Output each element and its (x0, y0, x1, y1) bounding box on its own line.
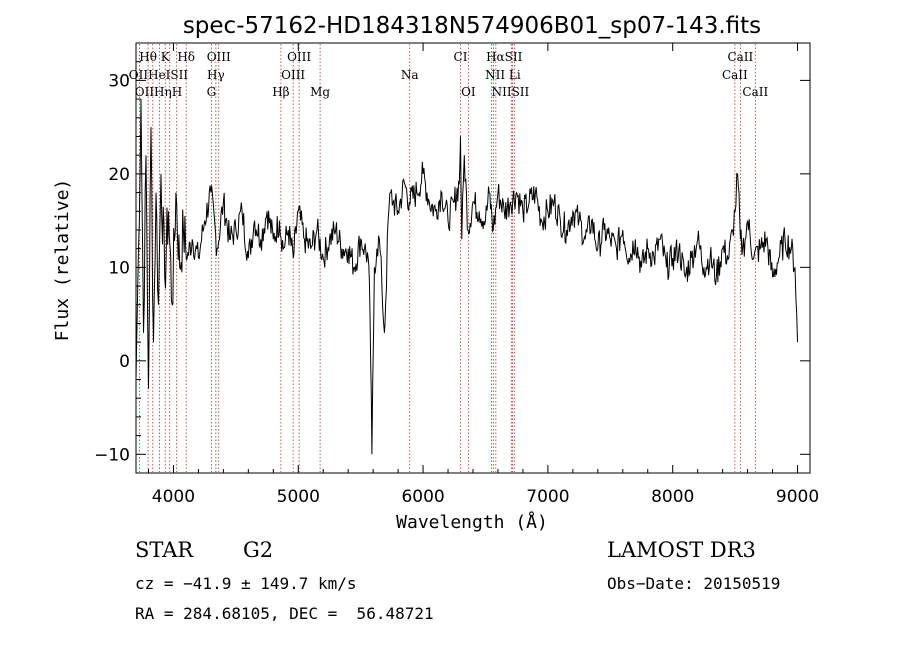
x-tick-label: 8000 (651, 487, 694, 507)
object-subclass: G2 (243, 538, 274, 562)
line-marker-label: OIII (207, 50, 231, 64)
line-marker-label: OIIHηH (135, 85, 182, 99)
spectrum-line (135, 99, 798, 455)
redshift-cz: cz = −41.9 ± 149.7 km/s (135, 574, 357, 593)
y-axis-label: Flux (relative) (52, 179, 73, 342)
line-marker-label: Hθ (139, 50, 157, 64)
chart-title: spec-57162-HD184318N574906B01_sp07-143.f… (183, 13, 761, 39)
object-class: STAR (135, 538, 194, 562)
line-marker-label: HαSII (486, 50, 523, 64)
x-axis-ticks: 4000 5000 6000 7000 8000 9000 (147, 43, 819, 507)
plot-frame (135, 42, 811, 474)
obs-date: Obs−Date: 20150519 (607, 574, 781, 593)
line-marker-label: G (207, 85, 217, 99)
line-marker-label: Na (401, 68, 419, 82)
line-marker-label: CaII (722, 68, 748, 82)
line-marker-label: OIII (287, 50, 311, 64)
y-tick-label: 20 (108, 165, 130, 185)
x-axis-label: Wavelength (Å) (396, 511, 548, 533)
x-tick-label: 6000 (401, 487, 444, 507)
line-marker-label: OI (461, 85, 476, 99)
line-marker-label: CaII (742, 85, 768, 99)
x-tick-label: 5000 (277, 487, 320, 507)
line-marker-label: OIII (281, 68, 305, 82)
line-marker-label: K (161, 50, 171, 64)
x-tick-label: 4000 (152, 487, 195, 507)
line-marker-label: NII Li (485, 68, 521, 82)
line-marker-label: Hδ (177, 50, 195, 64)
y-axis-ticks: −10 0 10 20 30 (94, 61, 810, 465)
x-tick-label: 9000 (776, 487, 819, 507)
survey-name: LAMOST DR3 (607, 538, 756, 562)
y-tick-label: 10 (108, 258, 130, 278)
y-tick-label: 0 (119, 352, 130, 372)
line-marker-label: OIIHeISII (129, 68, 189, 82)
line-markers (138, 44, 756, 472)
line-marker-label: CI (454, 50, 468, 64)
line-marker-label: Hβ (272, 85, 289, 99)
ra-dec: RA = 284.68105, DEC = 56.48721 (135, 604, 434, 623)
x-tick-label: 7000 (526, 487, 569, 507)
line-marker-label: NIISII (492, 85, 530, 99)
y-tick-label: −10 (94, 445, 130, 465)
line-marker-label: CaII (727, 50, 753, 64)
line-marker-labels: Hθ K Hδ OIII OIII CI HαSII CaII OIIHeISII Hγ OIII N… (129, 50, 769, 99)
line-marker-label: Mg (310, 85, 330, 99)
y-tick-label: 30 (108, 71, 130, 91)
line-marker-label: Hγ (207, 68, 225, 82)
